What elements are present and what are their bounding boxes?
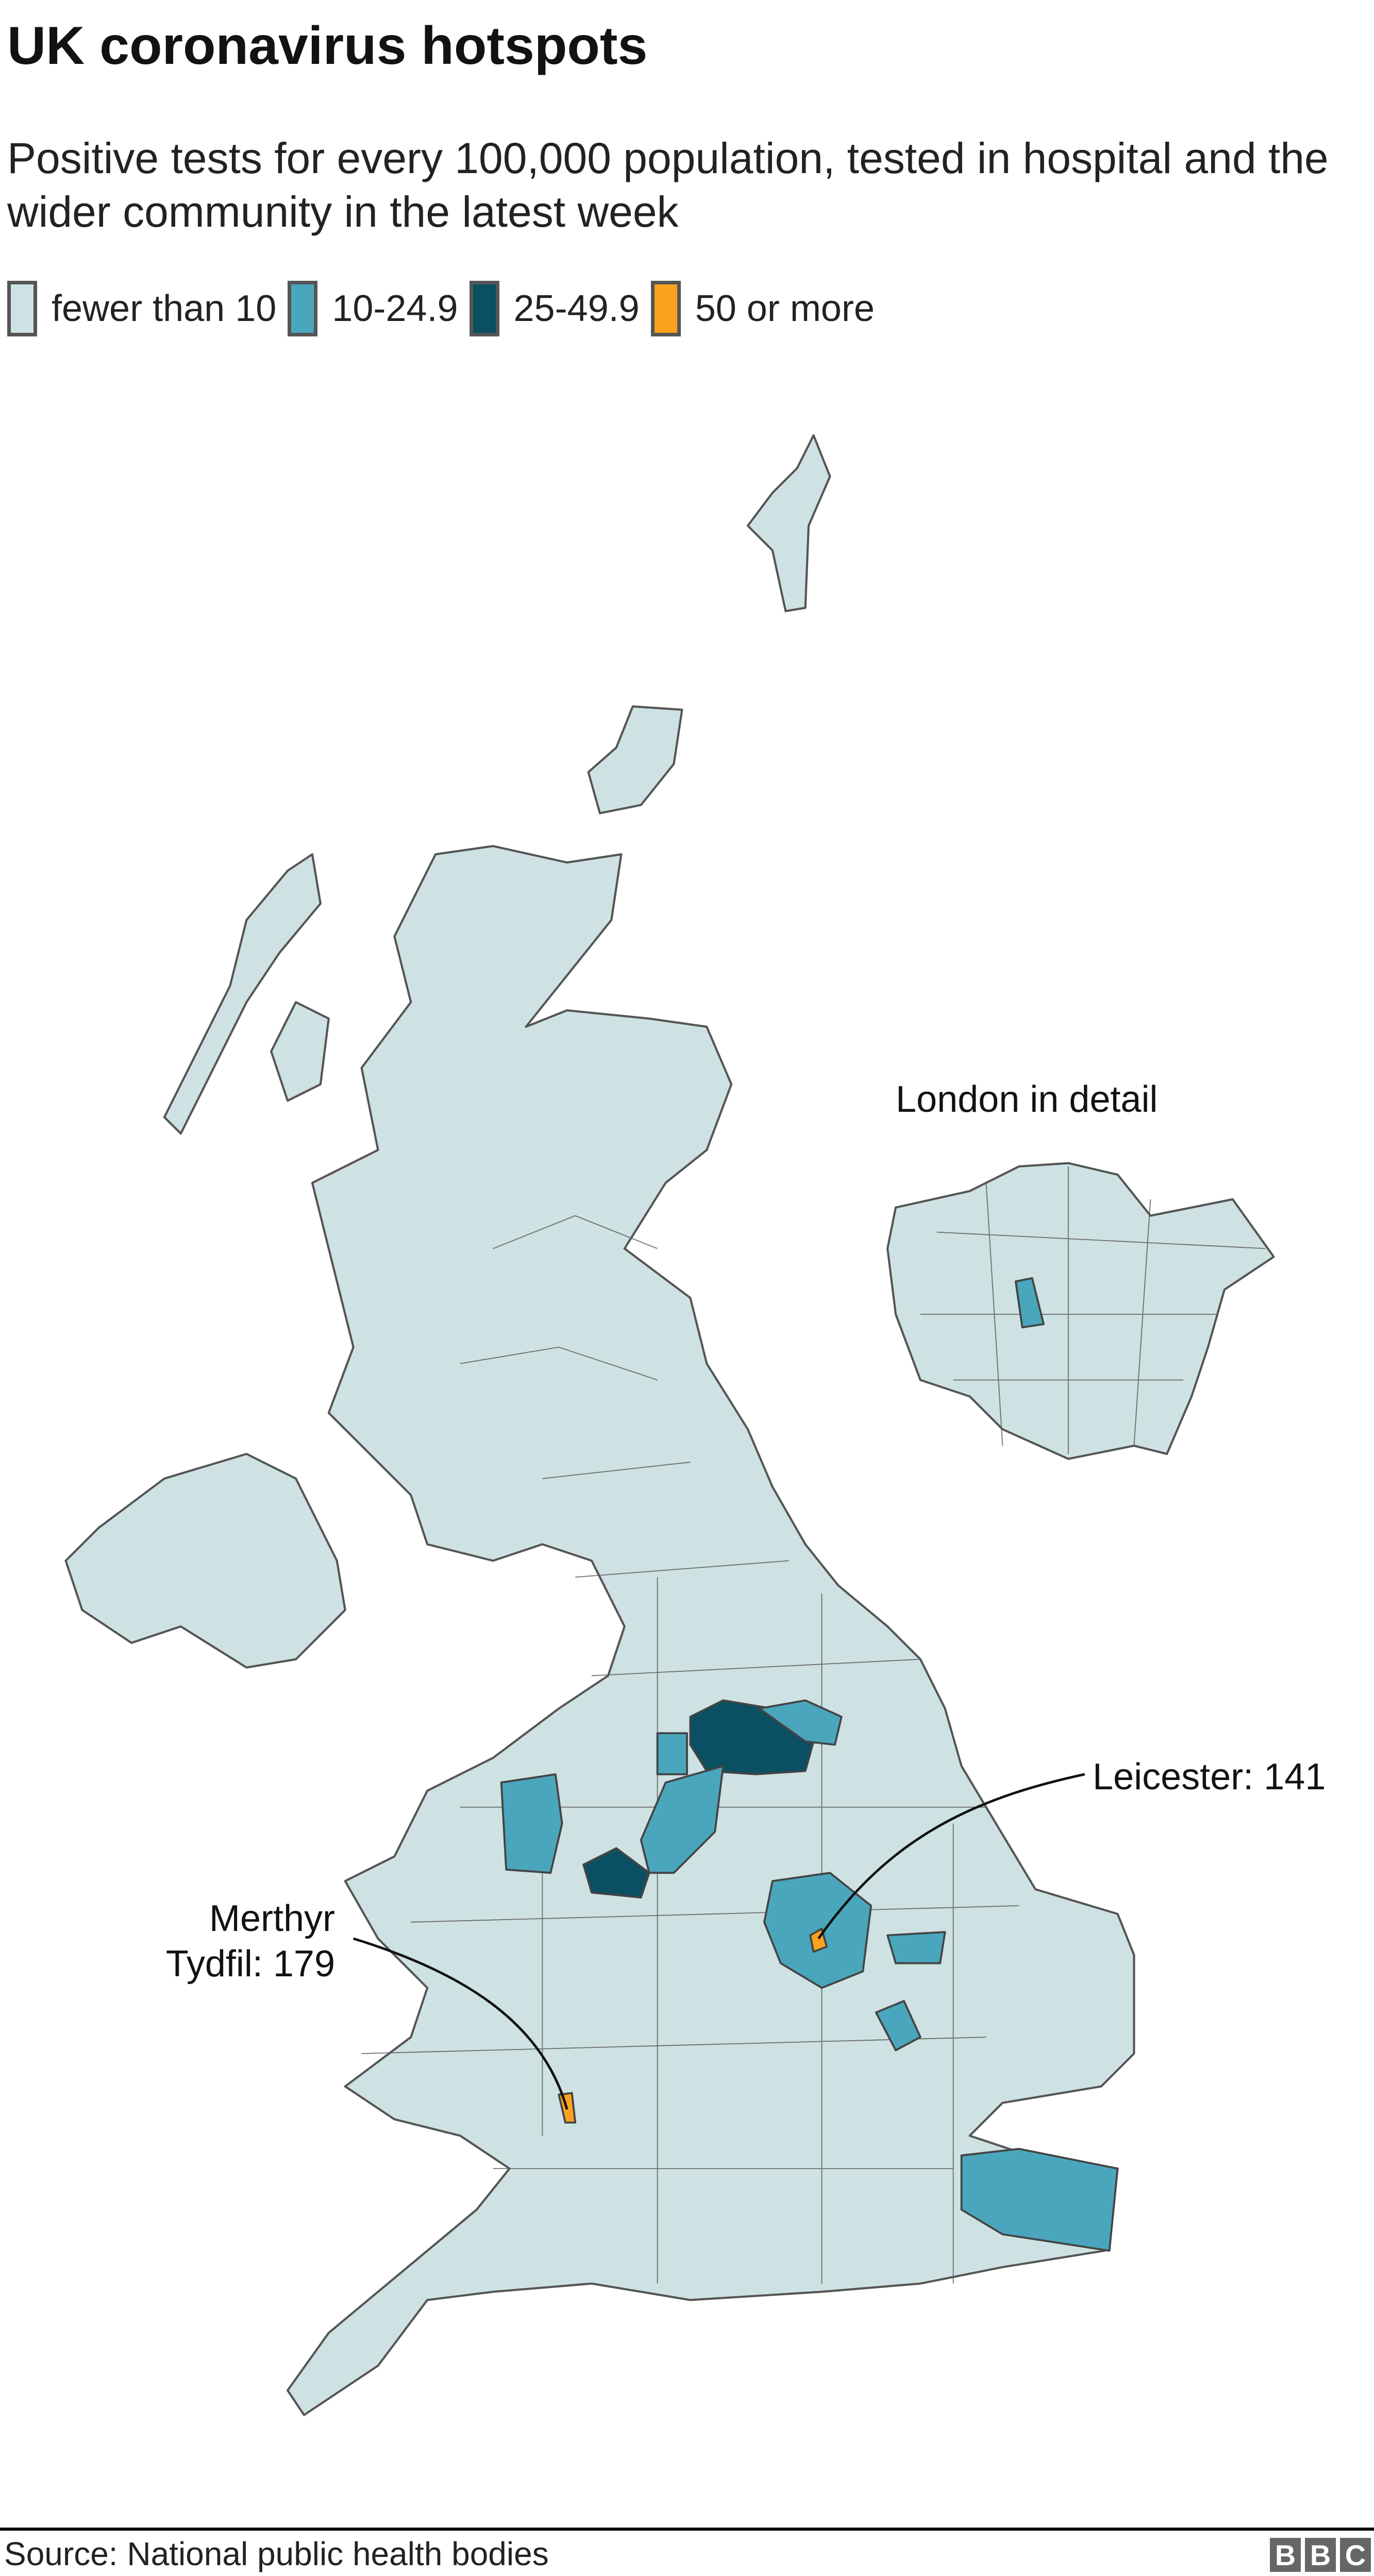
leicester-leader-line	[817, 1773, 1085, 1940]
leicester-annotation: Leicester: 141	[1093, 1756, 1326, 1798]
legend-label: fewer than 10	[52, 288, 277, 329]
hotspot-flintshire	[500, 1773, 563, 1874]
hotspot-wrexham-area	[582, 1847, 650, 1899]
merthyr-leader-line	[353, 1937, 568, 2110]
london-inset	[886, 1162, 1275, 1460]
region-orkney	[587, 705, 683, 815]
legend-label: 50 or more	[695, 288, 875, 329]
legend-item-very-high: 50 or more	[650, 281, 875, 336]
hotspot-cheshire	[640, 1765, 725, 1874]
hotspot-lancashire	[656, 1732, 688, 1775]
london-inset-label: London in detail	[896, 1079, 1158, 1120]
hotspot-london-borough	[1014, 1277, 1045, 1329]
legend-item-high: 25-49.9	[469, 281, 640, 336]
region-shetland	[746, 434, 831, 613]
hotspot-bedford	[875, 2000, 921, 2052]
legend-label: 25-49.9	[513, 288, 640, 329]
legend-swatch	[650, 281, 681, 336]
legend-swatch	[7, 281, 37, 336]
source-note: Source: National public health bodies	[4, 2535, 549, 2572]
legend: fewer than 10 10-24.9 25-49.9 50 or more	[7, 281, 886, 336]
legend-swatch	[469, 281, 499, 336]
region-northern-ireland	[64, 1452, 346, 1669]
hotspot-peterborough	[886, 1931, 946, 1964]
merthyr-annotation: Merthyr Tydfil: 179	[134, 1896, 335, 1987]
region-great-britain	[287, 845, 1135, 2416]
hotspot-west-yorkshire	[758, 1699, 843, 1746]
chart-title: UK coronavirus hotspots	[7, 16, 648, 76]
region-skye	[270, 1001, 330, 1102]
chart-subtitle: Positive tests for every 100,000 populat…	[7, 134, 1329, 236]
merthyr-annotation-line2: Tydfil: 179	[165, 1943, 335, 1985]
hotspot-kent	[960, 2148, 1119, 2252]
legend-swatch	[288, 281, 318, 336]
merthyr-annotation-line1: Merthyr	[209, 1898, 335, 1939]
legend-label: 10-24.9	[332, 288, 458, 329]
legend-item-low: fewer than 10	[7, 281, 276, 336]
footer-divider	[0, 2528, 1374, 2531]
legend-item-medium: 10-24.9	[288, 281, 458, 336]
region-outer-hebrides	[163, 853, 322, 1135]
